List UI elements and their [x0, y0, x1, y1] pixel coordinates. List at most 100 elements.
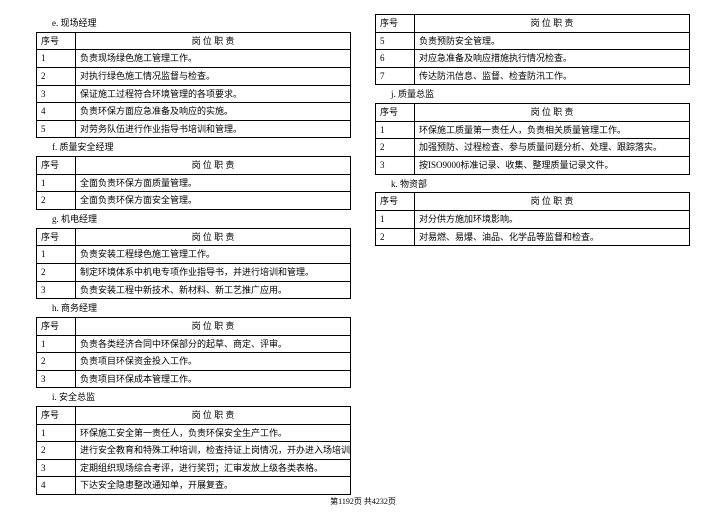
table-row: 1对分供方施加环境影响。	[376, 210, 690, 228]
table-header-seq: 序号	[376, 104, 415, 122]
cell-duty: 加强预防、过程检查、参与质量问题分析、处理、跟踪落实。	[415, 139, 690, 157]
table-header-seq: 序号	[37, 317, 76, 335]
table-row: 7传达防汛信息、监督、检查防汛工作。	[376, 67, 690, 85]
duty-table: 序号岗 位 职 责1对分供方施加环境影响。2对易燃、易爆、油品、化学品等监督和检…	[375, 192, 690, 246]
table-header-duty: 岗 位 职 责	[415, 104, 690, 122]
cell-seq: 3	[37, 85, 76, 103]
table-row: 2全面负责环保方面安全管理。	[37, 192, 351, 210]
cell-duty: 全面负责环保方面安全管理。	[76, 192, 351, 210]
cell-duty: 对执行绿色施工情况监督与检查。	[76, 67, 351, 85]
table-row: 1环保施工质量第一责任人，负责相关质量管理工作。	[376, 121, 690, 139]
cell-duty: 定期组织现场综合考评，进行奖罚；汇审发放上级各类表格。	[76, 459, 351, 477]
duty-table: 序号岗 位 职 责1负责安装工程绿色施工管理工作。2制定环境体系中机电专项作业指…	[36, 228, 351, 299]
cell-seq: 2	[37, 442, 76, 460]
cell-seq: 1	[376, 121, 415, 139]
cell-seq: 5	[376, 32, 415, 50]
cell-seq: 3	[376, 156, 415, 174]
cell-duty: 传达防汛信息、监督、检查防汛工作。	[415, 67, 690, 85]
table-header-duty: 岗 位 职 责	[415, 15, 690, 33]
cell-duty: 负责预防安全管理。	[415, 32, 690, 50]
cell-seq: 6	[376, 50, 415, 68]
cell-seq: 5	[37, 120, 76, 138]
cell-seq: 3	[37, 370, 76, 388]
cell-seq: 2	[37, 192, 76, 210]
table-header-duty: 岗 位 职 责	[415, 193, 690, 211]
table-row: 1全面负责环保方面质量管理。	[37, 174, 351, 192]
section-label: k. 物资部	[391, 179, 690, 190]
section-label: e. 现场经理	[52, 18, 351, 29]
cell-duty: 保证施工过程符合环境管理的各项要求。	[76, 85, 351, 103]
cell-duty: 对分供方施加环境影响。	[415, 210, 690, 228]
table-row: 1负责安装工程绿色施工管理工作。	[37, 246, 351, 264]
cell-duty: 按ISO9000标准记录、收集、整理质量记录文件。	[415, 156, 690, 174]
table-row: 2加强预防、过程检查、参与质量问题分析、处理、跟踪落实。	[376, 139, 690, 157]
table-header-duty: 岗 位 职 责	[76, 407, 351, 425]
table-header-duty: 岗 位 职 责	[76, 228, 351, 246]
table-row: 6对应急准备及响应措施执行情况检查。	[376, 50, 690, 68]
table-row: 3保证施工过程符合环境管理的各项要求。	[37, 85, 351, 103]
cell-duty: 负责环保方面应急准备及响应的实施。	[76, 103, 351, 121]
duty-table: 序号岗 位 职 责1负责各类经济合同中环保部分的起草、商定、评审。2负责项目环保…	[36, 317, 351, 388]
cell-duty: 环保施工安全第一责任人，负责环保安全生产工作。	[76, 424, 351, 442]
table-header-seq: 序号	[37, 32, 76, 50]
cell-seq: 1	[376, 210, 415, 228]
table-row: 2进行安全教育和特殊工种培训，检查持证上岗情况，开办进入场培训。	[37, 442, 351, 460]
table-row: 1环保施工安全第一责任人，负责环保安全生产工作。	[37, 424, 351, 442]
table-header-duty: 岗 位 职 责	[76, 157, 351, 175]
table-row: 4下达安全隐患整改通知单，开展复查。	[37, 477, 351, 495]
cell-seq: 1	[37, 246, 76, 264]
duty-table: 序号岗 位 职 责5负责预防安全管理。6对应急准备及响应措施执行情况检查。7传达…	[375, 14, 690, 85]
cell-duty: 负责项目环保成本管理工作。	[76, 370, 351, 388]
table-header-duty: 岗 位 职 责	[76, 32, 351, 50]
section-label: j. 质量总监	[391, 89, 690, 100]
duty-table: 序号岗 位 职 责1负责现场绿色施工管理工作。2对执行绿色施工情况监督与检查。3…	[36, 32, 351, 139]
table-header-seq: 序号	[37, 157, 76, 175]
table-header-duty: 岗 位 职 责	[76, 317, 351, 335]
cell-seq: 4	[37, 477, 76, 495]
table-header-seq: 序号	[376, 15, 415, 33]
section-label: g. 机电经理	[52, 214, 351, 225]
cell-seq: 7	[376, 67, 415, 85]
section-label: i. 安全总监	[52, 392, 351, 403]
cell-seq: 1	[37, 335, 76, 353]
table-row: 3按ISO9000标准记录、收集、整理质量记录文件。	[376, 156, 690, 174]
cell-seq: 2	[376, 139, 415, 157]
cell-duty: 对易燃、易爆、油品、化学品等监督和检查。	[415, 228, 690, 246]
page-footer: 第1192页 共4232页	[0, 496, 726, 507]
cell-duty: 负责现场绿色施工管理工作。	[76, 50, 351, 68]
table-row: 3负责项目环保成本管理工作。	[37, 370, 351, 388]
cell-duty: 全面负责环保方面质量管理。	[76, 174, 351, 192]
table-header-seq: 序号	[376, 193, 415, 211]
section-label: h. 商务经理	[52, 303, 351, 314]
cell-seq: 2	[37, 67, 76, 85]
table-row: 4负责环保方面应急准备及响应的实施。	[37, 103, 351, 121]
cell-seq: 2	[37, 353, 76, 371]
cell-duty: 制定环境体系中机电专项作业指导书，并进行培训和管理。	[76, 263, 351, 281]
table-row: 1负责各类经济合同中环保部分的起草、商定、评审。	[37, 335, 351, 353]
cell-seq: 1	[37, 50, 76, 68]
table-row: 3负责安装工程中新技术、新材料、新工艺推广应用。	[37, 281, 351, 299]
duty-table: 序号岗 位 职 责1环保施工安全第一责任人，负责环保安全生产工作。2进行安全教育…	[36, 406, 351, 495]
table-header-seq: 序号	[37, 228, 76, 246]
cell-duty: 负责项目环保资金投入工作。	[76, 353, 351, 371]
table-header-seq: 序号	[37, 407, 76, 425]
section-label: f. 质量安全经理	[52, 142, 351, 153]
cell-duty: 下达安全隐患整改通知单，开展复查。	[76, 477, 351, 495]
table-row: 2负责项目环保资金投入工作。	[37, 353, 351, 371]
cell-duty: 对劳务队伍进行作业指导书培训和管理。	[76, 120, 351, 138]
table-row: 3定期组织现场综合考评，进行奖罚；汇审发放上级各类表格。	[37, 459, 351, 477]
cell-duty: 负责安装工程中新技术、新材料、新工艺推广应用。	[76, 281, 351, 299]
cell-duty: 环保施工质量第一责任人，负责相关质量管理工作。	[415, 121, 690, 139]
cell-seq: 2	[37, 263, 76, 281]
cell-seq: 4	[37, 103, 76, 121]
duty-table: 序号岗 位 职 责1环保施工质量第一责任人，负责相关质量管理工作。2加强预防、过…	[375, 103, 690, 174]
duty-table: 序号岗 位 职 责1全面负责环保方面质量管理。2全面负责环保方面安全管理。	[36, 156, 351, 210]
cell-duty: 进行安全教育和特殊工种培训，检查持证上岗情况，开办进入场培训。	[76, 442, 351, 460]
cell-seq: 3	[37, 281, 76, 299]
table-row: 5负责预防安全管理。	[376, 32, 690, 50]
table-row: 2对易燃、易爆、油品、化学品等监督和检查。	[376, 228, 690, 246]
table-row: 1负责现场绿色施工管理工作。	[37, 50, 351, 68]
cell-seq: 2	[376, 228, 415, 246]
table-row: 2制定环境体系中机电专项作业指导书，并进行培训和管理。	[37, 263, 351, 281]
cell-duty: 负责各类经济合同中环保部分的起草、商定、评审。	[76, 335, 351, 353]
